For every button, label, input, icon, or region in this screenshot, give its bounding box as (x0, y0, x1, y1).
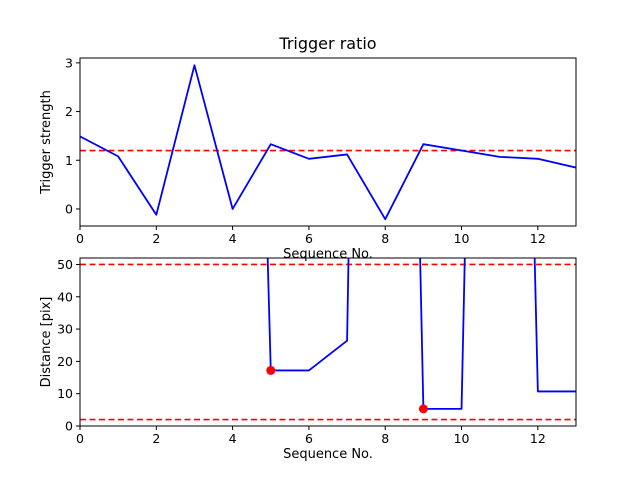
axes-frame (79, 57, 577, 227)
y-tick-label: 0 (65, 419, 73, 434)
axes-frame (79, 257, 577, 427)
y-tick-label: 30 (57, 322, 73, 337)
x-tick-label: 4 (229, 231, 237, 246)
y-axis-label: Distance [pix] (39, 297, 54, 388)
y-tick-label: 3 (65, 55, 73, 70)
plot-area (80, 258, 576, 421)
x-tick-label: 2 (152, 231, 160, 246)
x-tick-label: 6 (305, 231, 313, 246)
distance-chart: 0 2 4 6 8 10 12 0 10 20 30 40 50 Sequence No. Distance… (39, 257, 577, 462)
x-tick-label: 0 (76, 231, 84, 246)
x-tick-label: 8 (381, 431, 389, 446)
x-axis-label: Sequence No. (283, 247, 373, 262)
x-tick-label: 10 (454, 431, 470, 446)
x-tick-label: 12 (530, 431, 546, 446)
y-tick-label: 10 (57, 386, 73, 401)
y-tick-label: 20 (57, 354, 73, 369)
data-point-marker (418, 404, 428, 414)
x-axis-label: Sequence No. (283, 447, 373, 462)
y-tick-label: 1 (65, 153, 73, 168)
y-tick-label: 50 (57, 257, 73, 272)
x-tick-label: 12 (530, 231, 546, 246)
y-tick-label: 40 (57, 289, 73, 304)
chart-title: Trigger ratio (278, 34, 376, 53)
x-tick-label: 6 (305, 431, 313, 446)
data-point-marker (266, 365, 276, 375)
y-tick-label: 2 (65, 104, 73, 119)
x-tick-label: 4 (229, 431, 237, 446)
series-line (80, 64, 576, 221)
series-line (266, 258, 576, 410)
x-tick-label: 8 (381, 231, 389, 246)
x-tick-label: 2 (152, 431, 160, 446)
x-tick-label: 10 (454, 231, 470, 246)
plot-area (80, 64, 576, 221)
y-axis-label: Trigger strength (39, 90, 54, 195)
y-tick-label: 0 (65, 201, 73, 216)
x-tick-label: 0 (76, 431, 84, 446)
